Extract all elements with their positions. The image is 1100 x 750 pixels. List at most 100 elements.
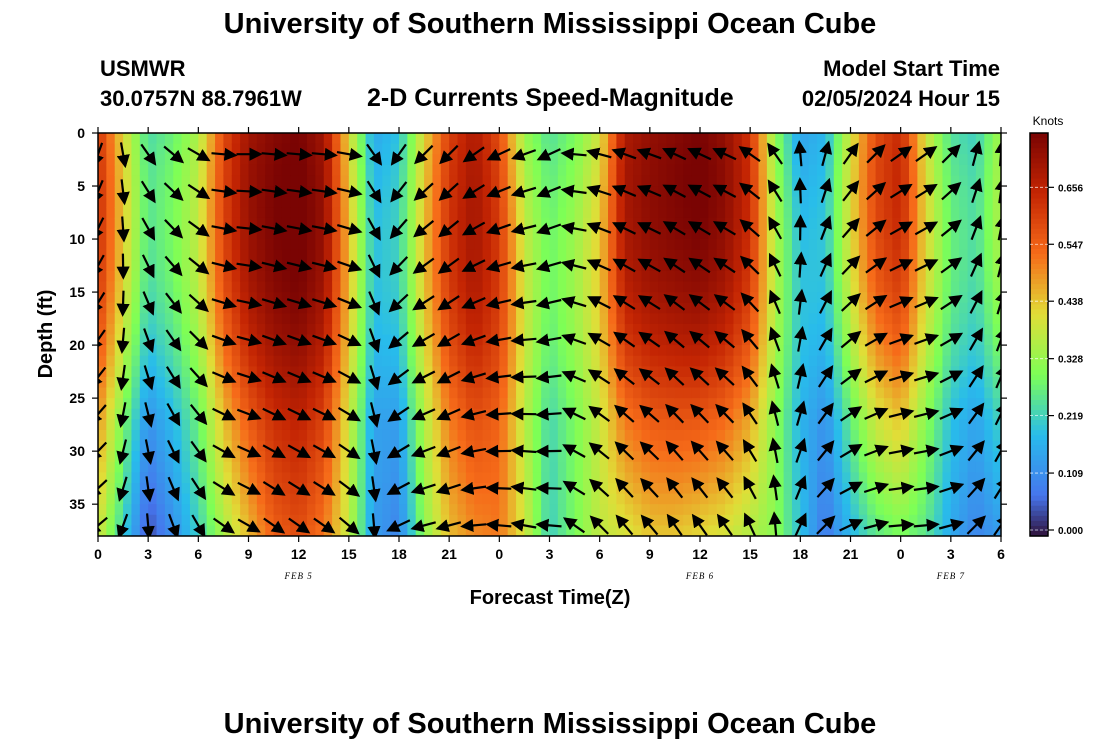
heatmap-cell (883, 419, 893, 431)
heatmap-cell (850, 355, 860, 367)
heatmap-cell (683, 292, 693, 304)
current-vector-arrow (116, 513, 129, 536)
heatmap-cell (616, 398, 626, 410)
heatmap-cell (541, 270, 551, 283)
heatmap-cell (666, 398, 676, 410)
heatmap-cell (925, 196, 935, 208)
heatmap-cell (967, 440, 977, 452)
heatmap-cell (273, 398, 283, 410)
current-vector-arrow (116, 216, 130, 243)
heatmap-cell (658, 408, 668, 420)
heatmap-cell (842, 472, 852, 484)
heatmap-cell (156, 154, 166, 166)
heatmap-cell (507, 504, 517, 516)
current-vector-arrow (535, 518, 562, 532)
heatmap-cell (332, 472, 342, 484)
heatmap-cell (858, 133, 868, 145)
current-vector-arrow (165, 366, 181, 389)
heatmap-cell (340, 281, 350, 293)
heatmap-cell (516, 461, 526, 473)
heatmap-cell (992, 302, 1001, 314)
heatmap-cell (348, 292, 358, 304)
current-vector-arrow (967, 440, 985, 462)
heatmap-cell (867, 493, 877, 505)
heatmap-cell (131, 366, 141, 378)
current-vector-arrow (864, 332, 888, 347)
heatmap-cell (858, 154, 868, 166)
heatmap-cell (373, 175, 383, 187)
heatmap-cell (808, 482, 818, 495)
heatmap-cell (992, 281, 1001, 293)
current-vector-arrow (664, 367, 685, 386)
heatmap-cell (683, 398, 693, 410)
heatmap-cell (524, 323, 534, 336)
heatmap-cell (365, 440, 375, 452)
heatmap-cell (131, 451, 141, 463)
heatmap-cell (507, 175, 517, 187)
heatmap-cell (984, 472, 994, 484)
heatmap-cell (641, 313, 651, 325)
heatmap-cell (432, 514, 442, 526)
heatmap-cell (474, 302, 484, 314)
heatmap-cell (290, 154, 300, 166)
colorbar-swatch (1030, 415, 1048, 421)
heatmap-cell (407, 239, 417, 251)
heatmap-cell (758, 207, 768, 219)
heatmap-cell (382, 239, 392, 251)
heatmap-cell (633, 493, 643, 505)
heatmap-cell (106, 482, 116, 495)
heatmap-cell (708, 514, 718, 526)
heatmap-cell (399, 270, 408, 283)
heatmap-cell (633, 302, 643, 314)
heatmap-cell (641, 355, 651, 367)
heatmap-cell (206, 345, 216, 357)
heatmap-cell (934, 398, 944, 410)
heatmap-cell (892, 345, 902, 357)
heatmap-cell (750, 154, 760, 166)
heatmap-cell (942, 196, 952, 208)
current-vector-arrow (716, 513, 733, 536)
heatmap-cell (666, 504, 676, 516)
heatmap-cell (223, 239, 233, 251)
heatmap-cell (265, 387, 275, 399)
heatmap-cell (173, 292, 183, 304)
heatmap-cell (725, 302, 735, 314)
heatmap-cell (608, 143, 617, 155)
heatmap-cell (574, 143, 584, 155)
heatmap-cell (683, 313, 693, 325)
heatmap-cell (574, 355, 584, 367)
current-vector-arrow (386, 481, 411, 495)
heatmap-cell (608, 355, 617, 367)
current-vector-arrow (236, 408, 262, 421)
heatmap-cell (599, 482, 609, 495)
heatmap-cell (842, 334, 852, 346)
heatmap-cell (482, 133, 492, 145)
heatmap-cell (240, 461, 250, 473)
heatmap-cell (424, 133, 434, 145)
heatmap-cell (967, 323, 977, 336)
heatmap-cell (131, 514, 141, 526)
heatmap-cell (139, 175, 149, 187)
heatmap-cell (490, 323, 500, 336)
heatmap-cell (265, 429, 275, 442)
heatmap-cell (674, 239, 684, 251)
heatmap-cell (591, 472, 601, 484)
heatmap-cell (959, 504, 969, 516)
heatmap-cell (148, 239, 158, 251)
heatmap-cell (909, 207, 918, 219)
colorbar-swatch (1030, 173, 1048, 179)
heatmap-cell (858, 504, 868, 516)
heatmap-cell (758, 313, 768, 325)
heatmap-cell (106, 270, 116, 283)
heatmap-cell (875, 429, 885, 442)
heatmap-cell (131, 472, 141, 484)
heatmap-cell (708, 196, 718, 208)
x-tick-label: 0 (897, 546, 905, 562)
heatmap-cell (934, 270, 944, 283)
heatmap-cell (716, 196, 726, 208)
heatmap-cell (357, 323, 367, 336)
heatmap-cell (624, 302, 634, 314)
heatmap-cell (348, 281, 358, 293)
heatmap-cell (900, 154, 910, 166)
heatmap-cell (399, 302, 408, 314)
